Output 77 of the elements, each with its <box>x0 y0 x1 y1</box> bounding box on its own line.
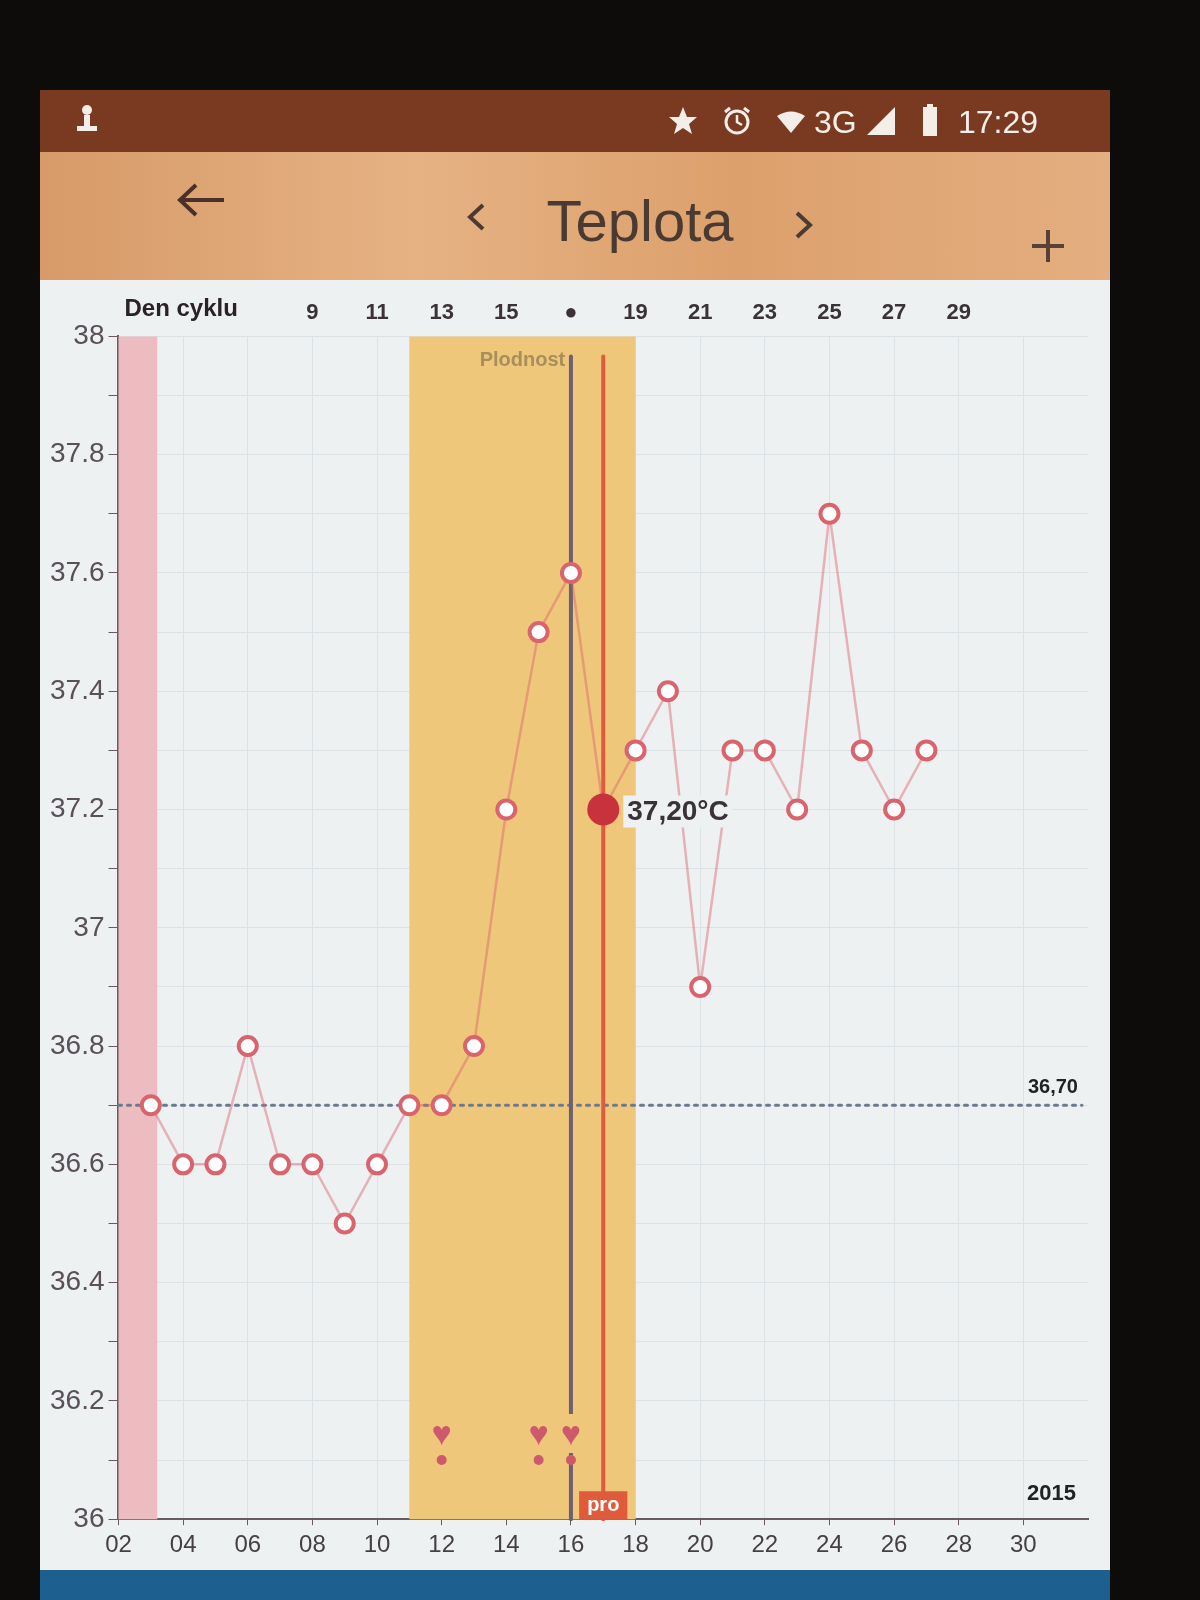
y-tick-label: 36.8 <box>50 1028 105 1060</box>
x-tick-label: 18 <box>622 1530 649 1558</box>
point <box>565 1455 576 1466</box>
point <box>786 798 809 821</box>
point <box>533 1455 544 1466</box>
point <box>850 739 873 762</box>
text: 3G <box>814 104 857 140</box>
point <box>333 1212 356 1235</box>
x-tick-label: 08 <box>299 1530 326 1558</box>
point <box>624 739 647 762</box>
chart-title: Teplota <box>545 188 735 254</box>
x-tick-label: 10 <box>363 1530 391 1558</box>
data-label: ♥ <box>528 1414 549 1453</box>
x2-tick-label: 11 <box>365 299 389 325</box>
x2-tick-label: 27 <box>881 299 907 325</box>
x-tick-label: 26 <box>880 1530 908 1558</box>
point <box>236 1035 259 1058</box>
y-tick-label: 37.2 <box>50 792 105 824</box>
ref-line-label: 36,70 <box>1027 1074 1078 1097</box>
point <box>883 798 906 821</box>
point <box>527 621 550 644</box>
point <box>495 798 518 821</box>
point <box>915 739 938 762</box>
band-label: Plodnost <box>479 347 566 370</box>
ref-line-label: pro <box>587 1492 620 1515</box>
x2-tick-label: ● <box>564 299 578 325</box>
y-tick-label: 36.4 <box>50 1265 105 1297</box>
x2-tick-label: 9 <box>306 299 319 325</box>
point <box>204 1153 227 1176</box>
x2-tick-label: 19 <box>623 299 648 325</box>
x2-tick-label: 23 <box>752 299 778 325</box>
point <box>753 739 776 762</box>
point <box>689 975 712 998</box>
x-tick-label: 04 <box>169 1530 197 1558</box>
point <box>398 1094 421 1117</box>
y-tick-label: 36 <box>73 1501 105 1533</box>
y-tick-label: 38 <box>73 319 105 351</box>
x2-tick-label: 13 <box>429 299 454 325</box>
annotation: 2015 <box>1027 1480 1076 1506</box>
data-label: ♥ <box>560 1414 582 1453</box>
x-tick-label: 22 <box>751 1530 779 1558</box>
point <box>139 1094 162 1117</box>
annotation: 37,20°C <box>627 795 729 827</box>
x-tick-label: 12 <box>428 1530 456 1558</box>
y-tick-label: 37.6 <box>50 555 105 587</box>
point <box>559 561 582 584</box>
point <box>436 1455 447 1466</box>
y-tick-label: 37.4 <box>50 673 105 705</box>
point <box>587 793 620 826</box>
x-tick-label: 06 <box>234 1530 262 1558</box>
point <box>301 1153 324 1176</box>
point <box>656 680 679 703</box>
x-tick-label: 28 <box>945 1530 973 1558</box>
x2-axis-title: Den cyklu <box>124 293 238 321</box>
y-tick-label: 36.2 <box>50 1383 105 1415</box>
x2-tick-label: 29 <box>946 299 971 325</box>
x2-tick-label: 25 <box>817 299 842 325</box>
point <box>430 1094 453 1117</box>
point <box>818 502 841 525</box>
x2-tick-label: 21 <box>687 299 713 325</box>
point <box>172 1153 195 1176</box>
x-tick-label: 20 <box>686 1530 714 1558</box>
text: 17:29 <box>958 104 1039 140</box>
point <box>721 739 744 762</box>
point <box>269 1153 292 1176</box>
x-tick-label: 16 <box>557 1530 585 1558</box>
y-tick-label: 37 <box>73 910 105 942</box>
point <box>366 1153 389 1176</box>
x-tick-label: 14 <box>492 1530 520 1558</box>
data-label: ♥ <box>431 1414 452 1453</box>
x-tick-label: 24 <box>816 1530 843 1558</box>
point <box>462 1035 485 1058</box>
y-tick-label: 37.8 <box>50 437 105 469</box>
x2-tick-label: 15 <box>494 299 519 325</box>
y-tick-label: 36.6 <box>50 1147 105 1179</box>
x-tick-label: 30 <box>1010 1530 1037 1558</box>
x-tick-label: 02 <box>105 1530 132 1558</box>
